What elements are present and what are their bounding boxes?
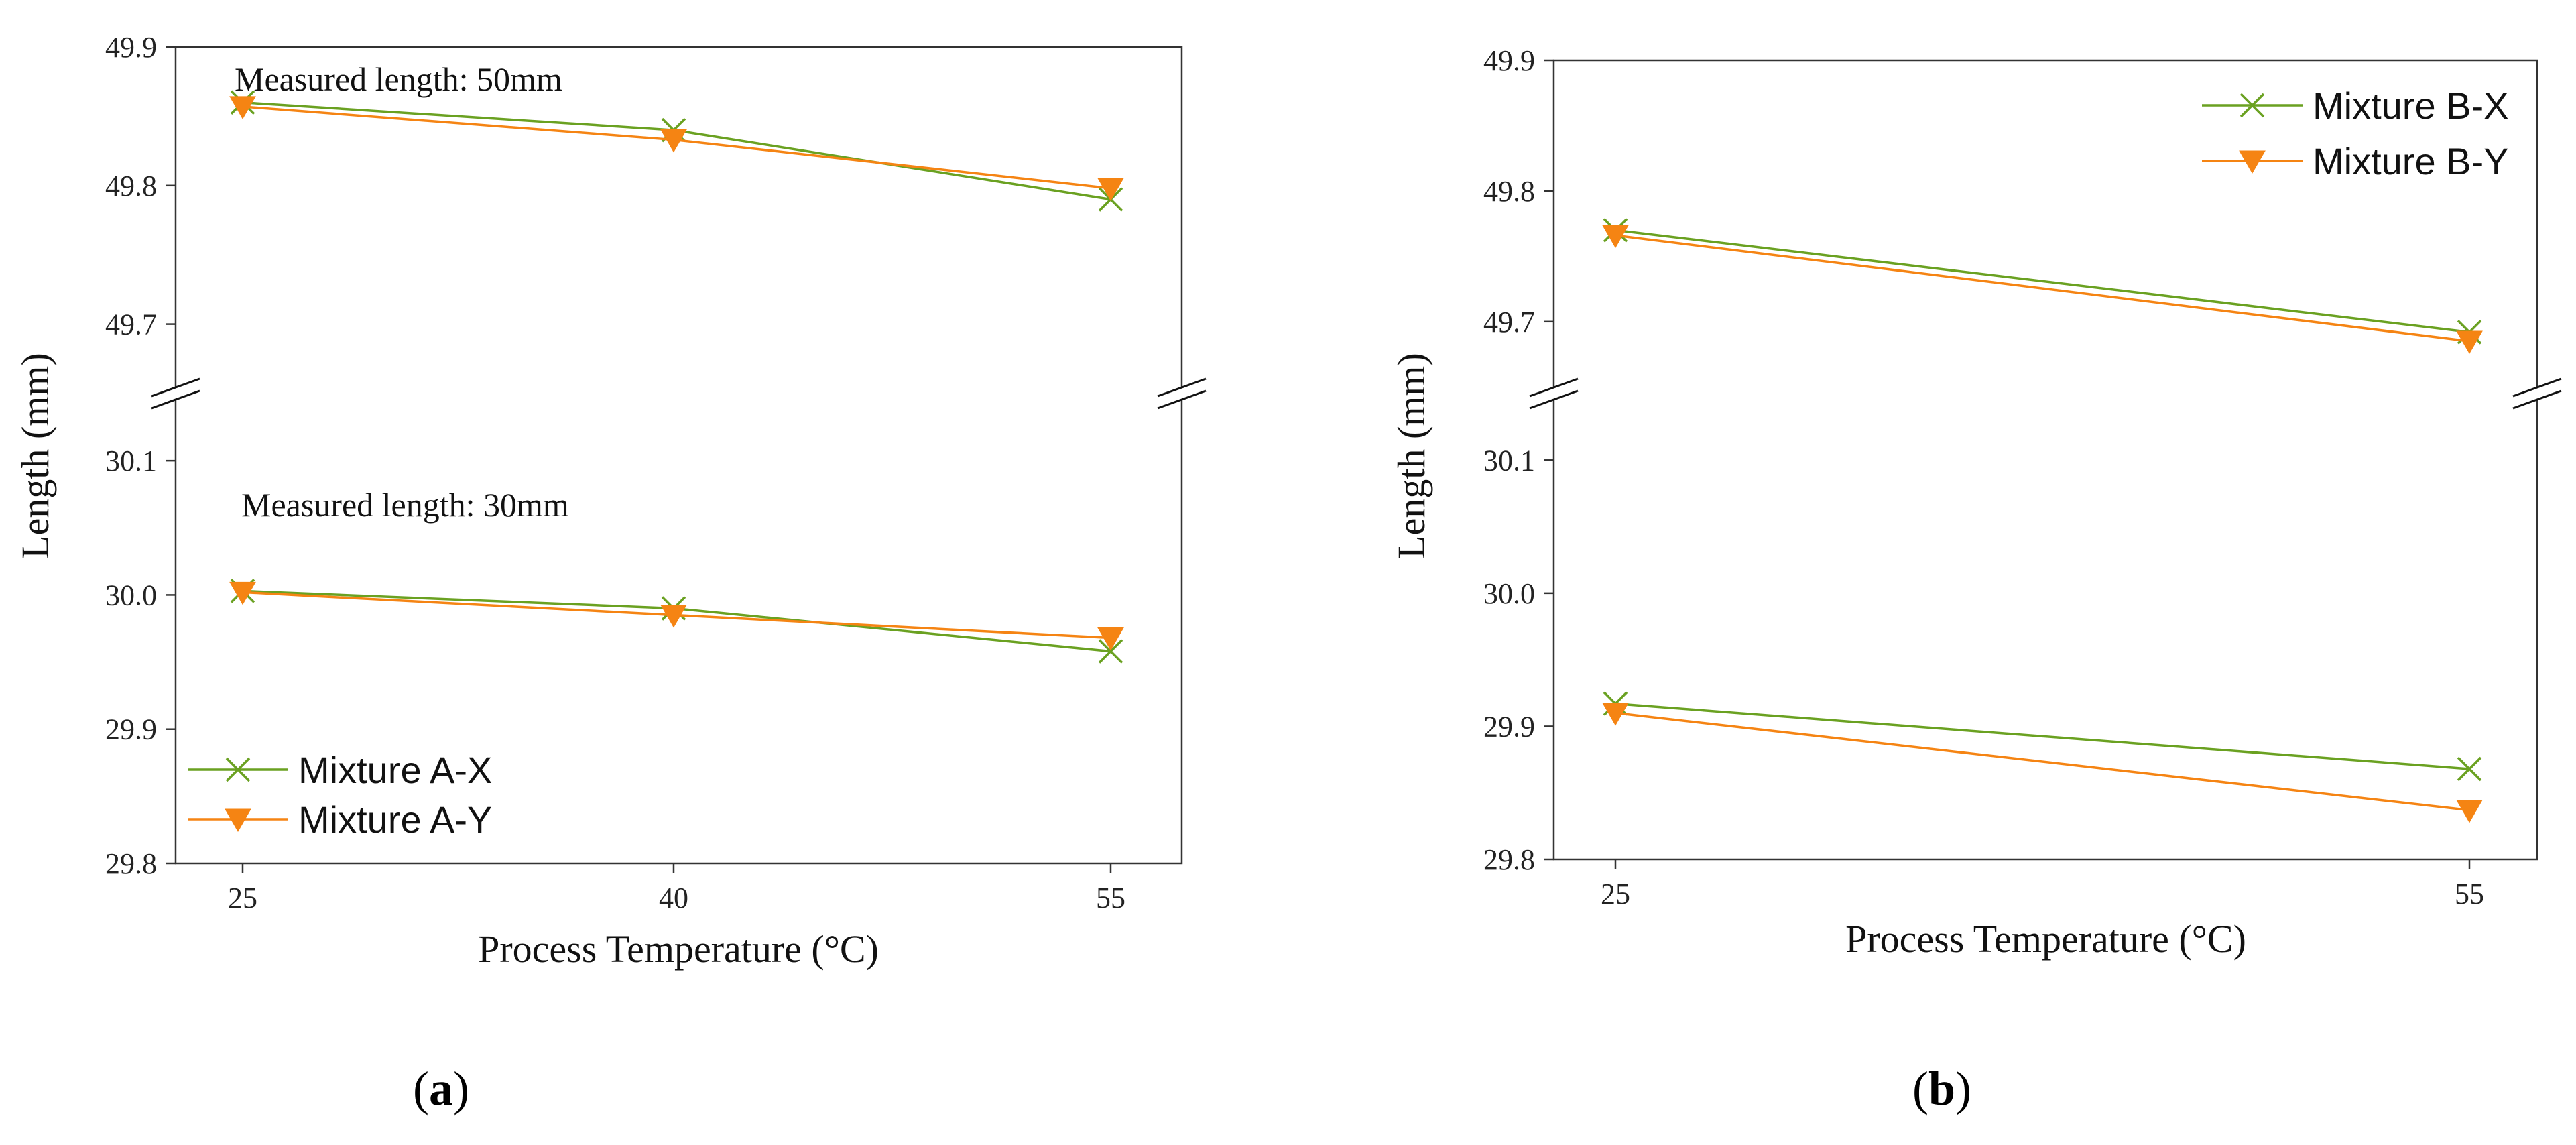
x-tick-label: 55 — [1096, 882, 1125, 914]
y-tick-label: 49.7 — [105, 308, 157, 341]
x-axis-label: Process Temperature (°C) — [1845, 917, 2246, 961]
series-line — [1615, 229, 2470, 334]
data-point-triangle-marker — [229, 581, 256, 605]
axis-break-slash — [1157, 389, 1207, 410]
axis-break-gap — [1156, 387, 1207, 400]
axis-break-marks — [150, 377, 1207, 410]
y-tick-label: 49.9 — [1483, 44, 1535, 77]
y-tick-label: 49.9 — [105, 31, 157, 64]
legend: Mixture A-X Mixture A-Y — [188, 749, 492, 841]
data-point-triangle-marker — [225, 808, 251, 833]
panel-label-close-paren: ) — [453, 1062, 469, 1116]
axis-break-slash — [151, 377, 200, 398]
x-tick-label: 25 — [1601, 878, 1630, 910]
axis-break-gap — [1528, 387, 1579, 400]
panel-label-letter: b — [1928, 1062, 1955, 1116]
axis-break-slash — [1157, 377, 1207, 398]
y-tick-label: 30.1 — [105, 444, 157, 477]
axis-break-slash — [1529, 389, 1579, 410]
series-line — [242, 105, 1111, 190]
data-point-x-marker — [2240, 93, 2265, 118]
y-tick-label: 49.8 — [1483, 175, 1535, 208]
legend-label: Mixture B-X — [2313, 84, 2509, 127]
x-tick-label: 40 — [659, 882, 688, 914]
series-mixture-b-x-upper — [1603, 218, 2482, 345]
x-tick-label: 25 — [228, 882, 257, 914]
series-mixture-a-y-upper — [229, 96, 1124, 201]
y-tick-label: 30.0 — [105, 579, 157, 611]
axis-break-slash — [2512, 389, 2562, 410]
plot-frame — [174, 46, 1183, 865]
y-tick-label: 49.8 — [105, 170, 157, 202]
series-line — [1615, 234, 2470, 343]
x-axis-label: Process Temperature (°C) — [478, 927, 879, 971]
legend-label: Mixture A-X — [298, 749, 492, 791]
series-mixture-a-y-lower — [229, 581, 1124, 651]
data-point-triangle-marker — [660, 604, 687, 628]
y-tick-label: 49.7 — [1483, 306, 1535, 339]
legend-label: Mixture A-Y — [298, 798, 492, 841]
axis-break-marks — [1528, 377, 2563, 410]
panel-label-open-paren: ( — [1912, 1062, 1928, 1116]
series-mixture-b-y-lower — [1602, 703, 2483, 823]
legend-label: Mixture B-Y — [2313, 140, 2509, 182]
axis-break-slash — [151, 389, 200, 410]
y-axis-label: Length (mm) — [1390, 353, 1433, 559]
y-tick-label: 29.9 — [105, 713, 157, 746]
data-point-triangle-marker — [229, 96, 256, 119]
panel-label-letter: a — [429, 1062, 453, 1116]
legend: Mixture B-X Mixture B-Y — [2202, 84, 2509, 182]
data-point-x-marker — [1098, 639, 1123, 664]
data-point-triangle-marker — [1097, 627, 1124, 651]
series-line — [1615, 702, 2470, 770]
y-tick-label: 29.8 — [105, 847, 157, 880]
y-axis-label: Length (mm) — [13, 353, 57, 559]
data-point-x-marker — [2457, 756, 2482, 782]
data-point-triangle-marker — [2456, 330, 2483, 355]
x-tick-label: 55 — [2455, 878, 2484, 910]
series-line — [1615, 711, 2470, 812]
measured-length-annotation: Measured length: 50mm — [235, 60, 562, 98]
series-mixture-b-y-upper — [1602, 225, 2483, 355]
data-point-triangle-marker — [1602, 703, 1629, 726]
chart-panel-b: 49.9 49.8 49.7 30.1 30.0 29.9 29.8 25 55 Process … — [1390, 44, 2563, 1116]
panel-label: (b) — [1912, 1062, 1971, 1116]
series-mixture-a-x-upper — [230, 90, 1123, 212]
y-tick-label: 29.8 — [1483, 843, 1535, 876]
data-point-triangle-marker — [660, 129, 687, 153]
axis-break-gap — [150, 387, 201, 400]
panel-label-close-paren: ) — [1955, 1062, 1971, 1116]
chart-panel-a: 49.9 49.8 49.7 30.1 30.0 29.9 29.8 25 40 55 Proces… — [13, 31, 1207, 1116]
data-point-x-marker — [225, 757, 251, 782]
measured-length-annotation: Measured length: 30mm — [241, 486, 569, 524]
data-point-triangle-marker — [1602, 225, 1629, 249]
axis-break-slash — [1529, 377, 1579, 398]
panel-label: (a) — [413, 1062, 469, 1116]
data-point-triangle-marker — [2239, 150, 2266, 174]
series-mixture-b-x-lower — [1603, 691, 2482, 782]
panel-label-open-paren: ( — [413, 1062, 429, 1116]
y-tick-label: 30.1 — [1483, 444, 1535, 477]
axis-break-slash — [2512, 377, 2562, 398]
y-tick-label: 30.0 — [1483, 577, 1535, 610]
data-point-triangle-marker — [1097, 178, 1124, 201]
axis-break-gap — [2512, 387, 2563, 400]
data-point-triangle-marker — [2456, 800, 2483, 823]
y-tick-label: 29.9 — [1483, 710, 1535, 743]
